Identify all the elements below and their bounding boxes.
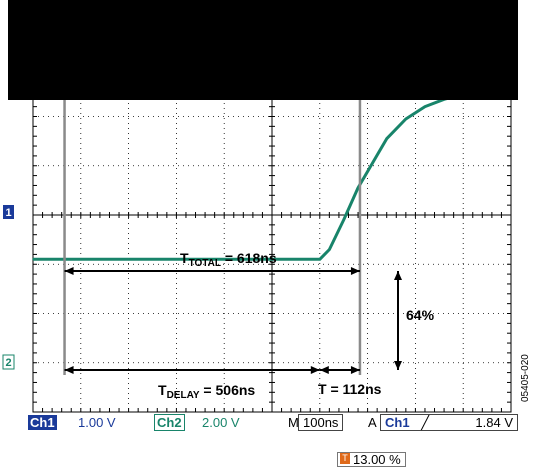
channel-2-marker: 2 (2, 354, 15, 370)
t-rise-arrow (319, 366, 360, 374)
trace-point-ch2 (319, 258, 321, 261)
ch1-label[interactable]: Ch1 (28, 415, 57, 430)
ch1-scale: 1.00 V (78, 415, 116, 430)
trigger-position-readout[interactable]: T 13.00 % (337, 452, 406, 467)
trace-point-ch2 (80, 258, 82, 261)
t-delay-main: T (158, 382, 167, 398)
trigger-source: Ch1 (385, 415, 410, 430)
t-total-sub: TOTAL (189, 258, 221, 269)
trigger-box[interactable]: Ch1 ╱ 1.84 V (380, 414, 518, 431)
t-total-arrow-head (64, 267, 74, 275)
timebase-value[interactable]: 100ns (298, 414, 344, 431)
channel-1-marker: 1 (3, 205, 14, 219)
channel-2-marker-text: 2 (5, 357, 11, 369)
m-label: M (288, 415, 299, 430)
trace-point-ch2 (32, 258, 34, 261)
ch2-label[interactable]: Ch2 (154, 414, 185, 431)
trigger-t-icon: T (340, 453, 350, 464)
trigger-position-value: 13.00 % (353, 452, 401, 467)
channel-1-marker-text: 1 (5, 207, 11, 219)
t-total-value: = 618ns (221, 250, 277, 266)
t-rise-arrow-head (319, 366, 329, 374)
trace-point-ch2 (357, 187, 359, 189)
ch2-scale: 2.00 V (202, 415, 240, 430)
t-delay-label: TDELAY = 506ns (158, 382, 255, 401)
trace-point-ch2 (223, 258, 225, 261)
annotations: TTOTAL = 618ns TDELAY = 506ns T = 112ns … (158, 250, 435, 401)
trace-point-ch2 (424, 105, 426, 108)
percent-label: 64% (406, 307, 435, 323)
t-rise-label: T = 112ns (318, 381, 382, 397)
percent-arrow (394, 271, 402, 370)
trace-point-ch2 (405, 118, 407, 120)
percent-arrow-head (394, 361, 402, 370)
trace-point-ch2 (328, 248, 331, 251)
t-rise-arrow-head (350, 366, 360, 374)
rising-edge-icon: ╱ (421, 415, 430, 430)
trace-point-ch2 (175, 258, 178, 261)
trace-point-ch2 (371, 162, 374, 165)
t-total-arrow-head (350, 267, 360, 275)
redaction-block (8, 0, 518, 100)
trace-point-ch2 (127, 258, 130, 261)
t-total-arrow (64, 267, 360, 275)
t-total-main: T (180, 250, 189, 266)
figure-id: 05405-020 (520, 354, 531, 402)
trace-point-ch2 (342, 219, 345, 221)
t-delay-arrow-head (64, 366, 74, 374)
t-delay-value: = 506ns (200, 382, 256, 398)
t-total-label: TTOTAL = 618ns (180, 250, 277, 269)
trace-point-ch2 (385, 137, 388, 140)
t-delay-arrow (64, 366, 320, 374)
t-delay-sub: DELAY (167, 390, 200, 401)
t-delay-arrow-head (310, 366, 320, 374)
a-label: A (368, 415, 377, 430)
percent-arrow-head (394, 271, 402, 280)
trigger-level: 1.84 V (475, 415, 513, 430)
